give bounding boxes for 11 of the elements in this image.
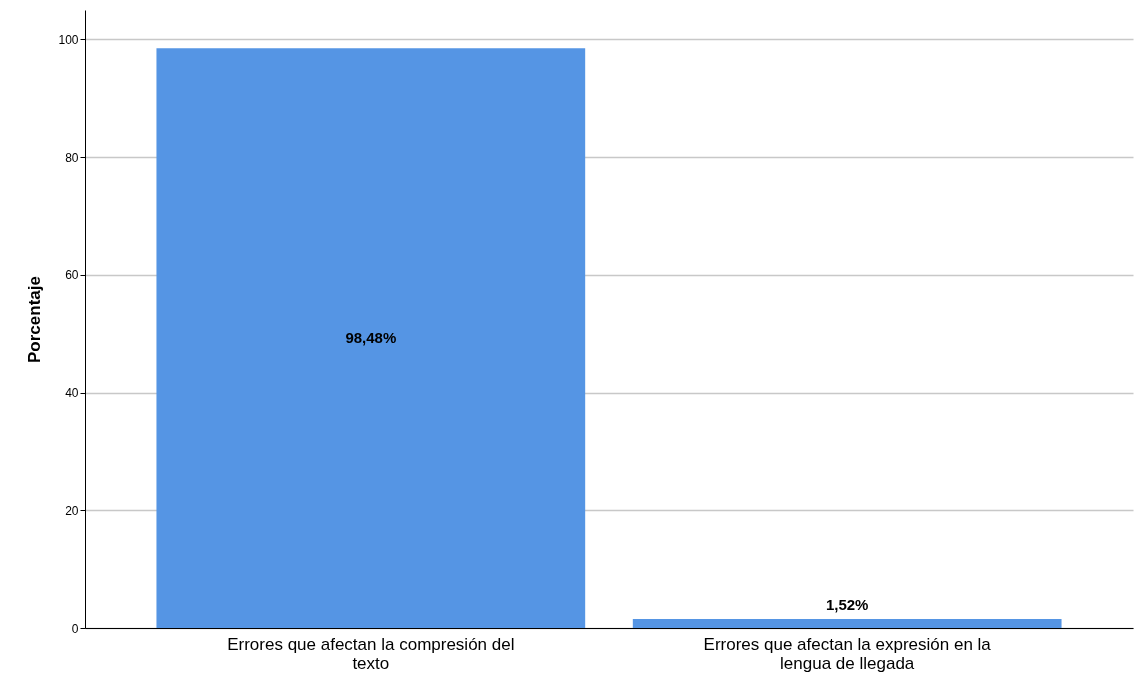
y-tick-label: 0	[71, 621, 79, 636]
y-tick-label: 20	[65, 503, 79, 518]
y-tick-label: 60	[65, 268, 79, 283]
y-tick-label: 80	[65, 150, 79, 165]
y-axis-title: Porcentaje	[25, 276, 45, 363]
y-tick-label: 100	[58, 32, 79, 47]
y-tick-label: 40	[65, 386, 79, 401]
x-tick-label: Errores que afectan la compresión del texto	[227, 634, 515, 673]
x-tick-label: Errores que afectan la expresión en la lengua de llegada	[703, 634, 992, 673]
data-label: 1,52%	[825, 596, 869, 614]
data-label: 98,48%	[345, 329, 397, 347]
